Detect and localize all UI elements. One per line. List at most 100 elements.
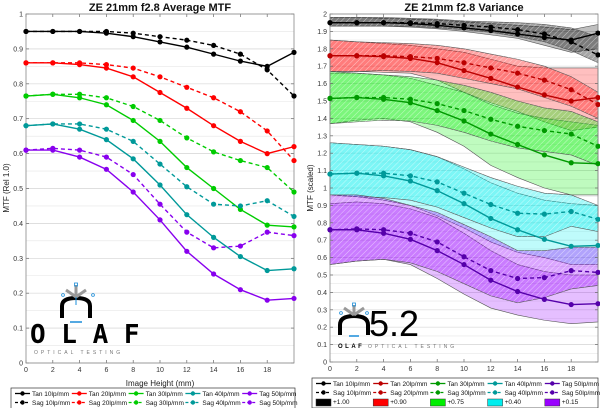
series-tan-40lp-mm	[25, 123, 295, 272]
data-point	[488, 75, 494, 81]
legend-item: Sag 50lp/mm	[242, 400, 297, 407]
x-tick-label: 10	[156, 367, 164, 374]
data-point	[211, 201, 217, 207]
legend-item: +1.00	[315, 398, 350, 407]
left-chart: ZE 21mm f2.8 Average MTF 0 0.1 0.2 0.3 0.4 0.…	[2, 2, 297, 408]
data-point	[184, 212, 190, 218]
data-point	[77, 126, 83, 132]
data-point	[515, 227, 521, 233]
data-point	[291, 224, 297, 230]
legend-swatch	[315, 398, 332, 407]
data-point	[264, 222, 270, 228]
data-point	[130, 103, 136, 110]
legend-item: +0.40	[487, 398, 521, 407]
legend-marker	[321, 390, 326, 395]
data-point	[434, 60, 440, 66]
sag-line	[329, 172, 599, 220]
data-point	[50, 91, 56, 97]
data-point	[381, 53, 387, 59]
legend-marker	[247, 391, 252, 396]
y-tick-label: 0.6	[13, 151, 23, 158]
data-point	[541, 31, 548, 37]
legend-marker	[133, 400, 139, 405]
y-tick-label: 0.2	[13, 291, 23, 298]
data-point	[237, 287, 243, 293]
legend-item: Sag 30lp/mm	[430, 390, 486, 397]
x-tick-label: 14	[514, 366, 522, 373]
data-point	[130, 30, 136, 36]
data-point	[103, 137, 109, 143]
legend-item: Sag 20lp/mm	[71, 400, 127, 407]
right-legend: Tan 10lp/mm Tan 20lp/mm Tan 30lp/mm Tan 40l…	[311, 377, 600, 408]
data-point	[515, 275, 521, 282]
data-point	[381, 227, 387, 233]
data-point	[237, 58, 243, 64]
olaf-logo-text: O L A F	[30, 320, 140, 350]
y-tick-label: 1.4	[317, 116, 327, 123]
data-point	[130, 171, 136, 178]
data-point	[568, 301, 574, 308]
data-point	[291, 93, 297, 99]
data-point	[568, 268, 574, 274]
y-tick-label: 0.5	[13, 186, 23, 193]
y-tick-label: 0.9	[13, 46, 23, 53]
data-point	[23, 147, 29, 153]
data-point	[354, 226, 360, 232]
data-point	[488, 277, 494, 283]
legend-swatch	[544, 398, 561, 407]
data-point	[515, 123, 521, 129]
olaf-logo-subtitle-right: OPTICAL TESTING	[368, 344, 457, 350]
right-chart: ZE 21mm f2.8 Variance 0 0.1 0.2 0.3 0.4 0.5 0.…	[306, 2, 600, 408]
data-point	[488, 116, 494, 122]
data-point	[407, 173, 413, 179]
data-point	[595, 269, 600, 275]
data-point	[434, 248, 440, 254]
legend-item: Sag 10lp/mm	[316, 390, 371, 397]
data-point	[23, 123, 29, 129]
data-point	[595, 301, 600, 307]
data-point	[434, 239, 440, 245]
y-tick-label: 0.1	[13, 326, 23, 333]
data-point	[327, 53, 333, 59]
x-tick-label: 12	[183, 367, 191, 374]
data-point	[264, 67, 270, 73]
data-point	[327, 171, 333, 177]
legend-item: Tan 40lp/mm	[185, 391, 240, 398]
series-tag-50lp-mm	[26, 149, 295, 301]
legend-marker	[247, 400, 252, 405]
series-tan-30lp-mm	[25, 93, 295, 228]
y-tick-label: 1.2	[317, 151, 327, 158]
olaf-logo-subtitle: OPTICAL TESTING	[34, 350, 123, 356]
data-point	[264, 164, 270, 171]
data-point	[327, 20, 333, 26]
left-x-axis-label: Image Height (mm)	[126, 379, 195, 388]
data-point	[184, 105, 190, 111]
data-point	[595, 216, 600, 222]
right-ticks: 0 0.1 0.2 0.3 0.4 0.5 0.6 0.7 0.8 0.9 1 1.1 1.2 1.3 1.…	[317, 12, 598, 373]
legend-label: Tan 30lp/mm	[447, 381, 484, 388]
x-tick-label: 12	[487, 366, 495, 373]
y-tick-label: 0.3	[13, 256, 23, 263]
data-point	[103, 95, 109, 101]
data-point	[461, 60, 467, 66]
legend-marker	[190, 391, 196, 396]
x-tick-label: 4	[78, 367, 82, 374]
data-point	[568, 131, 574, 137]
data-point	[568, 160, 574, 166]
legend-label: Sag 10lp/mm	[333, 390, 371, 397]
data-point	[407, 96, 413, 102]
legend-marker	[435, 390, 441, 395]
data-point	[291, 49, 297, 55]
y-tick-label: 2	[323, 12, 327, 19]
data-point	[77, 28, 83, 35]
data-point	[327, 95, 333, 101]
legend-item: Sag 10lp/mm	[15, 400, 70, 407]
data-point	[461, 67, 467, 74]
legend-item: Tan 20lp/mm	[373, 381, 427, 388]
data-point	[211, 271, 217, 277]
data-point	[184, 135, 190, 141]
y-tick-label: 1.1	[317, 168, 327, 175]
x-tick-label: 6	[408, 366, 412, 373]
data-point	[407, 54, 413, 60]
data-point	[515, 288, 521, 295]
